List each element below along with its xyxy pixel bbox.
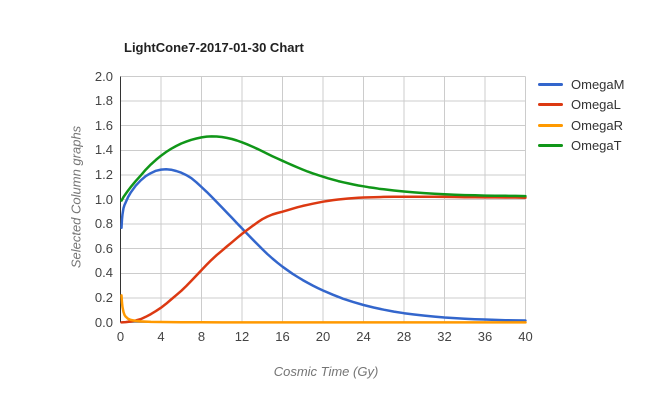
y-tick-label: 1.8 <box>94 93 113 109</box>
x-tick-label: 36 <box>477 329 493 344</box>
legend-item-omegat: OmegaT <box>538 136 622 156</box>
y-tick-label: 1.0 <box>94 191 113 207</box>
x-tick-label: 16 <box>275 329 290 344</box>
legend-swatch-icon <box>538 82 563 86</box>
legend-swatch-icon <box>538 103 563 106</box>
x-tick-label: 0 <box>116 329 125 344</box>
series-line-omegat <box>120 135 527 202</box>
legend-item-omegar: OmegaR <box>538 115 623 135</box>
series-line-omegal <box>120 195 527 324</box>
y-tick-label: 1.6 <box>94 117 113 133</box>
y-tick-label: 0.4 <box>94 265 113 281</box>
legend-label: OmegaM <box>571 76 625 92</box>
chart-title: LightCone7-2017-01-30 Chart <box>124 40 304 55</box>
legend-item-omegal: OmegaL <box>538 95 621 115</box>
legend-item-omegam: OmegaM <box>538 74 624 94</box>
y-tick-label: 0.6 <box>94 240 113 256</box>
y-tick-label: 0.2 <box>94 289 113 305</box>
x-tick-label: 32 <box>437 329 452 344</box>
legend-swatch-icon <box>538 123 563 127</box>
x-tick-label: 8 <box>197 329 206 344</box>
x-tick-label: 40 <box>518 329 533 344</box>
y-tick-label: 1.4 <box>94 142 113 158</box>
x-tick-label: 28 <box>396 329 412 344</box>
legend-label: OmegaR <box>571 117 624 133</box>
x-tick-label: 12 <box>234 329 250 344</box>
y-tick-label: 0.0 <box>94 314 113 330</box>
x-tick-label: 20 <box>315 329 331 344</box>
series-line-omegam <box>120 167 527 322</box>
legend-label: OmegaT <box>571 138 622 153</box>
legend-label: OmegaL <box>571 97 621 112</box>
legend-swatch-icon <box>538 144 563 147</box>
y-tick-label: 1.2 <box>94 166 113 182</box>
series-line-omegar <box>120 294 527 324</box>
x-tick-label: 4 <box>157 329 165 344</box>
x-axis-title: Cosmic Time (Gy) <box>273 364 379 379</box>
y-tick-label: 2.0 <box>94 68 113 84</box>
y-tick-label: 0.8 <box>94 216 113 232</box>
x-tick-label: 24 <box>356 329 371 344</box>
